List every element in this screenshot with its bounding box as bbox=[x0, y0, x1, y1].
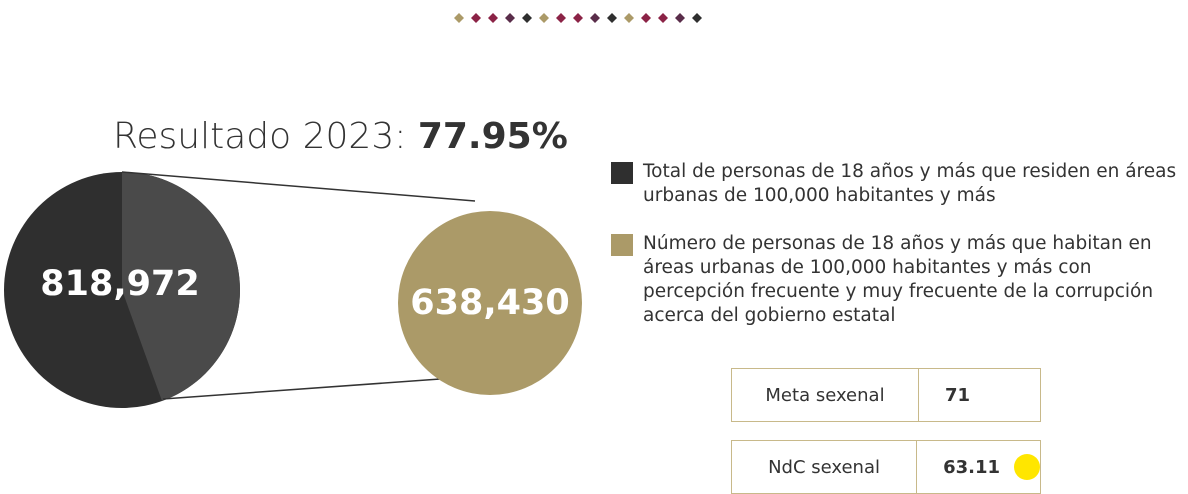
table-row: NdC sexenal 63.11 bbox=[731, 440, 1041, 494]
table-row: Meta sexenal 71 bbox=[731, 368, 1041, 422]
circle-label: 638,430 bbox=[410, 283, 570, 323]
connector bbox=[121, 171, 476, 202]
connector bbox=[162, 378, 441, 400]
wedge bbox=[122, 172, 240, 401]
title: Resultado 2023: 77.95% bbox=[113, 116, 568, 157]
status-dot bbox=[1014, 454, 1040, 480]
legend-text: Total de personas de 18 años y más que r… bbox=[643, 161, 1177, 206]
row-label: NdC sexenal bbox=[732, 441, 918, 493]
legend-swatch bbox=[611, 162, 633, 184]
result: 77.95% bbox=[417, 116, 568, 157]
row-value: 63.11 bbox=[917, 454, 1040, 480]
title-text: Resultado 2023: bbox=[113, 116, 407, 157]
row-label: Meta sexenal bbox=[732, 369, 919, 421]
circle-label: 818,972 bbox=[40, 264, 200, 304]
value: 71 bbox=[945, 384, 971, 406]
legend-swatch bbox=[611, 234, 633, 256]
divider-diamonds bbox=[454, 13, 702, 23]
value: 63.11 bbox=[943, 456, 1000, 478]
legend-text: Número de personas de 18 años y más que … bbox=[643, 233, 1154, 326]
row-value: 71 bbox=[919, 385, 970, 406]
subset-circle bbox=[398, 211, 582, 395]
